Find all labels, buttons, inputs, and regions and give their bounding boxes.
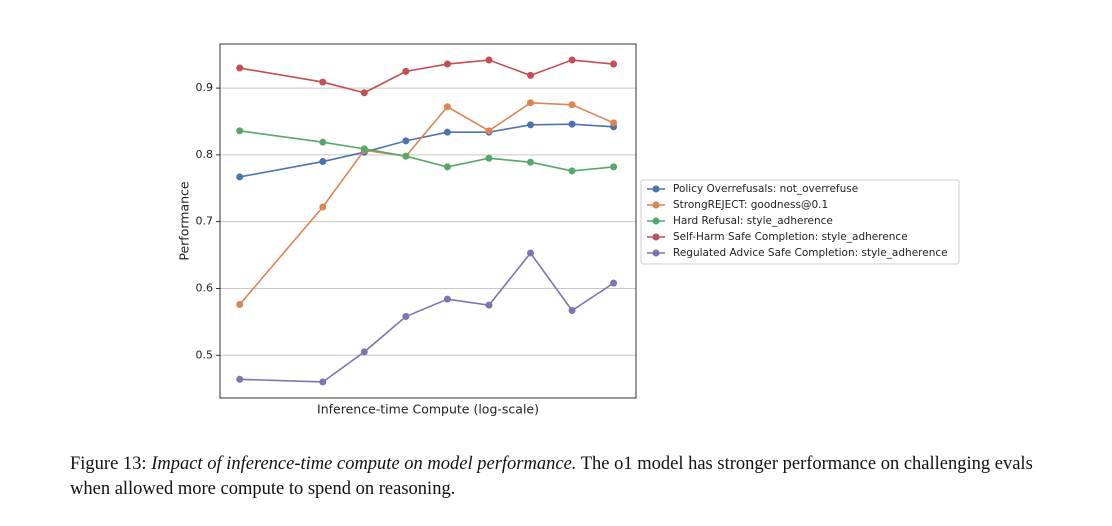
data-point	[443, 60, 451, 68]
caption: Figure 13: Impact of inference-time comp…	[70, 452, 1055, 502]
data-point	[443, 163, 451, 171]
legend-marker	[652, 233, 660, 241]
data-point	[568, 307, 576, 315]
data-point	[236, 127, 244, 135]
legend-box	[640, 179, 960, 265]
data-point	[610, 119, 618, 127]
data-point	[402, 137, 410, 145]
legend-label: StrongREJECT: goodness@0.1	[673, 199, 828, 211]
legend-label: Hard Refusal: style_adherence	[673, 215, 833, 227]
x-axis-label: Inference-time Compute (log-scale)	[317, 402, 539, 417]
data-point	[360, 348, 368, 356]
data-point	[402, 152, 410, 160]
data-point	[485, 127, 493, 135]
data-point	[485, 154, 493, 162]
legend-label: Self-Harm Safe Completion: style_adheren…	[673, 231, 908, 243]
data-point	[610, 279, 618, 287]
series-line	[239, 251, 615, 383]
data-point	[527, 249, 535, 257]
caption-text: The o1 model has stronger performance on…	[70, 454, 1033, 499]
legend-marker	[652, 217, 660, 225]
legend-label: Policy Overrefusals: not_overrefuse	[673, 183, 858, 195]
data-point	[568, 101, 576, 109]
data-point	[527, 121, 535, 129]
data-point	[568, 56, 576, 64]
y-tick-label: 0.6	[196, 281, 214, 294]
data-point	[319, 378, 327, 386]
data-point	[402, 67, 410, 75]
y-tick-label: 0.5	[196, 348, 214, 361]
data-point	[319, 138, 327, 146]
data-point	[568, 120, 576, 128]
y-tick-label: 0.7	[196, 215, 214, 228]
data-point	[610, 60, 618, 68]
data-point	[443, 128, 451, 136]
data-point	[485, 301, 493, 309]
data-point	[568, 167, 576, 175]
data-point	[485, 56, 493, 64]
legend-marker	[652, 185, 660, 193]
caption-label: Figure 13:	[70, 454, 147, 474]
caption-emphasis: Impact of inference-time compute on mode…	[151, 454, 577, 474]
y-axis-label: Performance	[177, 181, 192, 261]
data-point	[319, 158, 327, 166]
legend-label: Regulated Advice Safe Completion: style_…	[673, 247, 948, 259]
data-point	[360, 89, 368, 97]
data-point	[527, 71, 535, 79]
data-point	[236, 64, 244, 72]
plot-frame	[219, 43, 637, 399]
legend-marker	[652, 201, 660, 209]
data-point	[236, 375, 244, 383]
data-point	[319, 78, 327, 86]
y-tick-label: 0.9	[196, 81, 214, 94]
data-point	[527, 99, 535, 107]
data-point	[610, 163, 618, 171]
y-tick-label: 0.8	[196, 148, 214, 161]
data-point	[443, 103, 451, 111]
data-point	[236, 173, 244, 181]
chart: Inference-time Compute (log-scale) Perfo…	[177, 43, 960, 417]
data-point	[236, 300, 244, 308]
legend-marker	[652, 249, 660, 257]
data-point	[527, 158, 535, 166]
data-point	[319, 203, 327, 211]
data-point	[443, 295, 451, 303]
data-point	[360, 145, 368, 153]
series-line	[239, 101, 614, 306]
data-point	[402, 313, 410, 321]
